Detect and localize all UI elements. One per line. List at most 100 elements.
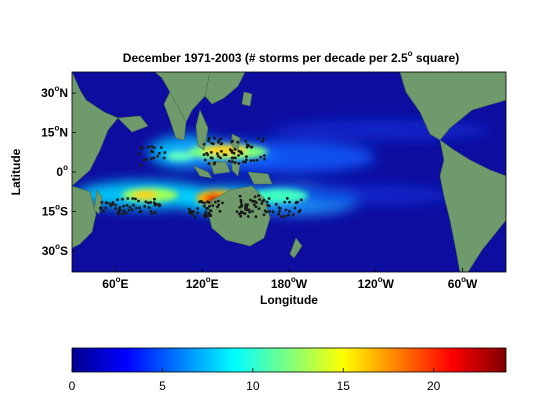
storm-dot	[248, 210, 252, 214]
lat-tick-label: 30oS	[42, 242, 68, 258]
land-japan	[241, 91, 253, 107]
storm-dot	[114, 207, 117, 210]
storm-dot	[267, 197, 271, 200]
storm-dot	[207, 162, 211, 166]
storm-dot	[277, 212, 281, 216]
storm-dot	[122, 209, 126, 213]
storm-dot	[104, 206, 108, 210]
storm-dot	[216, 140, 220, 144]
storm-dot	[117, 210, 120, 214]
storm-dot	[142, 158, 146, 162]
storm-dot	[284, 208, 288, 212]
colorbar-tick-label: 20	[427, 379, 441, 393]
storm-dot	[219, 142, 223, 146]
storm-dot	[205, 206, 208, 210]
storm-dot	[98, 206, 102, 210]
storm-dot	[151, 150, 155, 154]
storm-dot	[266, 203, 270, 207]
storm-dot	[246, 203, 249, 207]
storm-dot	[152, 146, 156, 150]
map-area	[72, 72, 506, 272]
storm-dot	[283, 215, 287, 218]
storm-dot	[131, 197, 135, 200]
land-africa	[72, 72, 119, 187]
land-south-america	[439, 139, 506, 272]
storm-dot	[237, 212, 241, 216]
storm-dot	[209, 209, 213, 213]
storm-dot	[157, 151, 161, 155]
storm-dot	[193, 215, 197, 219]
core-bay	[166, 151, 194, 161]
storm-dot	[140, 146, 144, 150]
storm-dot	[146, 145, 150, 149]
storm-dot	[283, 200, 287, 204]
storm-dot	[232, 156, 236, 160]
lon-tick-label: 120oE	[186, 275, 219, 291]
storm-dot	[125, 204, 129, 207]
storm-dot	[159, 146, 163, 149]
storm-dot	[268, 210, 271, 213]
storm-dot	[265, 200, 269, 204]
core-swio-hot	[133, 191, 157, 199]
storm-dot	[152, 156, 156, 160]
storm-dot	[138, 152, 141, 156]
storm-dot	[221, 201, 224, 205]
storm-dot	[253, 195, 257, 199]
lat-tick-label: 0o	[56, 163, 68, 179]
lon-tick-label: 180oW	[271, 275, 308, 291]
storm-dot	[280, 215, 283, 219]
storm-dot	[230, 160, 234, 164]
storm-dot	[111, 202, 115, 206]
land-new-guinea	[247, 171, 273, 185]
storm-dot	[155, 202, 159, 206]
storm-dot	[247, 208, 251, 212]
land-china	[204, 72, 246, 105]
storm-dot	[116, 198, 119, 202]
storm-dot	[288, 200, 291, 204]
storm-dot	[254, 205, 258, 209]
storm-dot	[217, 203, 221, 207]
storm-dot	[203, 201, 207, 205]
storm-dot	[208, 204, 211, 208]
storm-dot	[202, 142, 206, 146]
storm-dot	[249, 159, 253, 163]
storm-dot	[127, 208, 131, 212]
storm-dot	[245, 158, 248, 162]
storm-dot	[209, 151, 213, 154]
storm-dot	[263, 157, 266, 161]
storm-dots	[98, 136, 303, 219]
storm-dot	[189, 211, 193, 215]
storm-dot	[139, 163, 143, 167]
storm-dot	[247, 144, 251, 148]
storm-dot	[262, 198, 266, 202]
storm-dot	[235, 210, 239, 214]
storm-dot	[122, 204, 125, 208]
storm-dot	[100, 201, 104, 204]
longitude-ticks: 60oE 120oE 180oW 120oW 60oW	[102, 268, 478, 291]
colorbar-tick-label: 15	[337, 379, 351, 393]
storm-dot	[237, 162, 241, 165]
storm-dot	[114, 203, 117, 207]
storm-dot	[134, 206, 138, 210]
colorbar-tick-label: 10	[246, 379, 260, 393]
landmasses	[72, 72, 506, 272]
storm-dot	[143, 204, 147, 208]
lon-tick-label: 60oE	[102, 275, 128, 291]
storm-dot	[206, 153, 210, 157]
colorbar-ticks: 0 5 10 15 20	[69, 368, 441, 393]
storm-dot	[254, 215, 258, 219]
storm-dot	[252, 203, 256, 207]
storm-dot	[156, 154, 160, 158]
storm-dot	[187, 207, 191, 211]
storm-dot	[239, 150, 243, 154]
storm-dot	[157, 203, 161, 206]
storm-dot	[108, 202, 112, 206]
storm-dot	[227, 159, 231, 163]
land-india	[163, 91, 187, 141]
storm-dot	[150, 212, 154, 216]
land-north-america	[399, 72, 506, 141]
colorbar-tick-label: 5	[159, 379, 166, 393]
storm-dot	[260, 202, 264, 205]
storm-dot	[219, 156, 222, 160]
storm-dot	[232, 151, 236, 155]
